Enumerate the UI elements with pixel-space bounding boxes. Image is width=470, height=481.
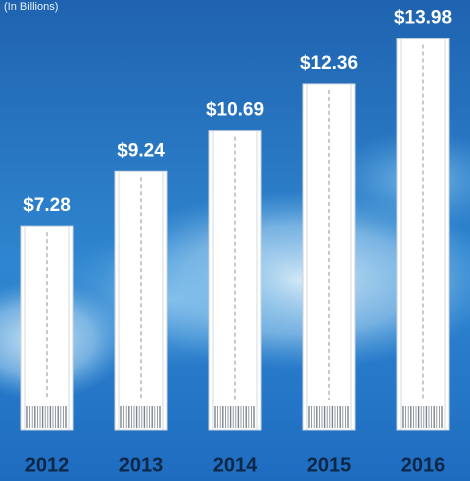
x-tick-label: 2014 [213,454,258,476]
subtitle: (In Billions) [4,1,58,13]
value-label: $9.24 [117,140,165,161]
x-tick-label: 2013 [119,454,164,476]
value-label: $7.28 [23,195,71,216]
x-tick-label: 2012 [25,454,70,476]
value-label: $10.69 [206,100,264,121]
x-tick-label: 2015 [307,454,352,476]
value-label: $12.36 [300,53,358,74]
x-tick-label: 2016 [401,454,446,476]
value-label: $13.98 [394,8,452,29]
